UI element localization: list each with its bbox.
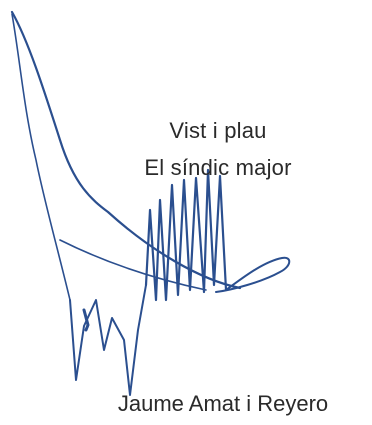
signature-stroke-tail <box>215 256 291 293</box>
approval-line-2: El síndic major <box>144 155 292 180</box>
signature-stroke-upper-return <box>11 13 71 301</box>
signature-stroke-left-zigzag <box>69 284 147 396</box>
signer-name: Jaume Amat i Reyero <box>117 391 329 416</box>
signature-stroke-main-loop <box>10 10 242 290</box>
approval-line-1: Vist i plau <box>169 118 267 143</box>
signature-stroke-vertical-loops <box>144 168 228 302</box>
signature-stroke-small-mark <box>82 308 90 332</box>
signature-stroke-cross <box>59 239 207 291</box>
